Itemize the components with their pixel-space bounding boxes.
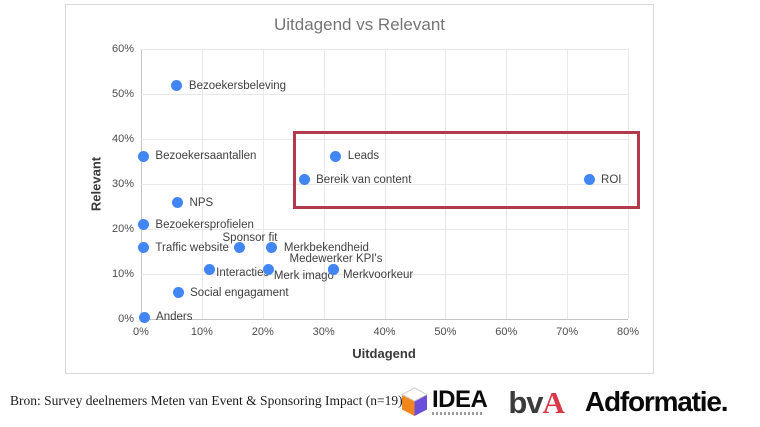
- y-gridline: [141, 274, 628, 275]
- x-tick-label: 40%: [373, 326, 396, 338]
- data-point-label-nps: NPS: [189, 196, 214, 209]
- data-point-label-sponsor-fit: Sponsor fit: [222, 231, 278, 244]
- data-point-label-merkvoorkeur: Merkvoorkeur: [342, 268, 414, 281]
- data-point-traffic-website: [137, 242, 149, 254]
- x-tick-label: 20%: [251, 326, 274, 338]
- idea-logo-text: IDEA: [432, 385, 488, 413]
- data-point-bezoekersaantallen: [137, 150, 149, 162]
- data-point-bezoekersprofielen: [137, 219, 149, 231]
- highlight-box: [293, 130, 641, 209]
- y-tick-label: 20%: [111, 223, 134, 235]
- x-tick-label: 50%: [434, 326, 457, 338]
- y-tick-label: 40%: [111, 133, 134, 145]
- data-point-label-bereik-van-content: Bereik van content: [316, 173, 412, 186]
- y-axis-title: Relevant: [88, 156, 104, 212]
- data-point-label-traffic-website: Traffic website: [155, 241, 229, 254]
- x-tick-label: 80%: [616, 326, 640, 338]
- y-gridline: [141, 139, 628, 140]
- data-point-merkvoorkeur: [328, 264, 340, 276]
- data-point-interacties: [203, 264, 215, 276]
- data-point-nps: [172, 197, 184, 209]
- y-tick-label: 0%: [118, 313, 134, 325]
- data-point-label-medewerker-kpi-s: Medewerker KPI's: [289, 252, 383, 265]
- idea-logo-tagline: [432, 412, 484, 416]
- data-point-label-anders: Anders: [156, 311, 193, 324]
- idea-cube-icon: [401, 387, 428, 416]
- data-point-bereik-van-content: [298, 174, 310, 186]
- x-axis-title: Uitdagend: [352, 346, 416, 361]
- data-point-anders: [138, 311, 150, 323]
- y-gridline: [141, 49, 628, 50]
- data-point-label-social-engagament: Social engagament: [190, 286, 289, 299]
- data-point-label-bezoekersaantallen: Bezoekersaantallen: [155, 150, 257, 163]
- data-point-label-roi: ROI: [601, 173, 622, 186]
- chart-title: Uitdagend vs Relevant: [273, 15, 446, 34]
- data-point-roi: [583, 174, 595, 186]
- data-point-label-merkbekendheid: Merkbekendheid: [283, 241, 369, 254]
- data-point-label-bezoekersprofielen: Bezoekersprofielen: [155, 218, 254, 231]
- data-point-bezoekersbeleving: [171, 80, 183, 92]
- idea-logo: IDEA: [401, 385, 488, 417]
- x-gridline: [628, 49, 629, 319]
- bva-logo-a: A: [542, 384, 565, 420]
- y-tick-label: 30%: [111, 178, 134, 190]
- data-point-social-engagament: [172, 287, 184, 299]
- source-text: Bron: Survey deelnemers Meten van Event …: [10, 393, 403, 408]
- data-point-sponsor-fit: [233, 242, 245, 254]
- x-tick-label: 30%: [312, 326, 335, 338]
- y-gridline: [141, 229, 628, 230]
- data-point-merk-imago: [263, 264, 275, 276]
- data-point-merkbekendheid: [266, 242, 278, 254]
- y-gridline: [141, 184, 628, 185]
- bva-logo-bv: bv: [508, 384, 543, 420]
- logo-row: IDEA bvA Adformatie.: [401, 383, 729, 421]
- data-point-label-interacties: Interacties: [216, 266, 270, 279]
- y-gridline: [141, 319, 628, 320]
- idea-logo-text-block: IDEA: [432, 385, 488, 416]
- chart-card: Uitdagend vs Relevant Relevant Uitdagend…: [65, 4, 654, 374]
- plot-area: 0% 10% 20% 30% 40% 50% 60% 70% 80% 0% 10% 20% 30% 40%…: [112, 43, 641, 338]
- x-tick-label: 60%: [495, 326, 518, 338]
- data-point-leads: [330, 150, 342, 162]
- x-tick-label: 10%: [190, 326, 213, 338]
- y-tick-label: 50%: [111, 88, 134, 100]
- bva-logo: bvA: [508, 384, 565, 420]
- y-tick-label: 10%: [111, 268, 134, 280]
- y-tick-label: 60%: [111, 43, 134, 55]
- y-gridline: [141, 94, 628, 95]
- data-point-label-leads: Leads: [347, 150, 380, 163]
- data-point-label-bezoekersbeleving: Bezoekersbeleving: [188, 79, 287, 92]
- x-tick-label: 70%: [556, 326, 579, 338]
- adformatie-logo: Adformatie.: [584, 386, 729, 417]
- x-tick-label: 0%: [133, 326, 149, 338]
- data-point-label-merk-imago: Merk imago: [273, 269, 334, 282]
